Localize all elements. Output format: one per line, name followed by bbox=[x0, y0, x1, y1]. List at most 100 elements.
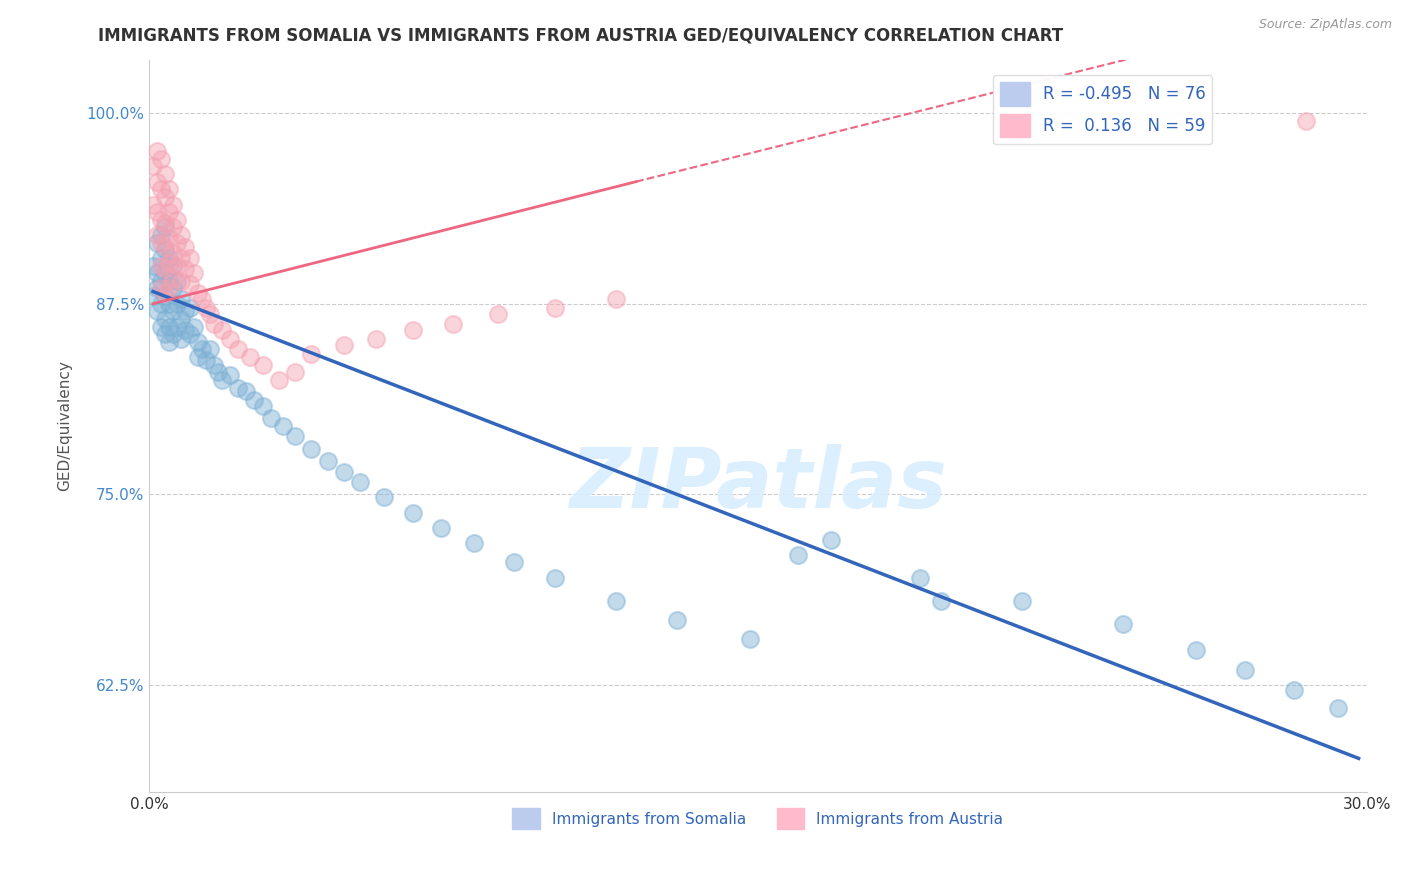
Point bbox=[162, 270, 184, 285]
Point bbox=[150, 212, 173, 227]
Point bbox=[1112, 617, 1135, 632]
Point bbox=[605, 292, 627, 306]
Point bbox=[162, 259, 184, 273]
Point bbox=[267, 373, 290, 387]
Point bbox=[146, 235, 169, 250]
Point bbox=[738, 632, 761, 647]
Point bbox=[150, 152, 173, 166]
Point bbox=[333, 338, 356, 352]
Point bbox=[179, 301, 201, 316]
Point bbox=[142, 259, 165, 273]
Point bbox=[486, 307, 509, 321]
Point bbox=[299, 347, 322, 361]
Point bbox=[284, 365, 307, 379]
Text: ZIPatlas: ZIPatlas bbox=[569, 444, 946, 524]
Point bbox=[299, 442, 322, 456]
Point bbox=[157, 251, 180, 265]
Point bbox=[150, 235, 173, 250]
Point bbox=[157, 319, 180, 334]
Point bbox=[235, 384, 257, 398]
Point bbox=[349, 475, 371, 490]
Point bbox=[243, 392, 266, 407]
Point bbox=[157, 296, 180, 310]
Point bbox=[198, 307, 221, 321]
Point bbox=[198, 343, 221, 357]
Point bbox=[153, 286, 176, 301]
Point bbox=[441, 317, 464, 331]
Point bbox=[162, 220, 184, 235]
Point bbox=[787, 549, 810, 563]
Point bbox=[1233, 663, 1256, 677]
Point bbox=[183, 266, 205, 280]
Y-axis label: GED/Equivalency: GED/Equivalency bbox=[58, 360, 72, 491]
Point bbox=[333, 465, 356, 479]
Point bbox=[211, 373, 233, 387]
Point bbox=[1327, 701, 1350, 715]
Point bbox=[150, 274, 173, 288]
Point bbox=[166, 235, 188, 250]
Point bbox=[174, 261, 197, 276]
Point bbox=[1185, 643, 1208, 657]
Point bbox=[430, 521, 453, 535]
Point bbox=[665, 613, 688, 627]
Point bbox=[174, 323, 197, 337]
Point bbox=[150, 319, 173, 334]
Point bbox=[605, 594, 627, 608]
Point bbox=[153, 261, 176, 276]
Text: Source: ZipAtlas.com: Source: ZipAtlas.com bbox=[1258, 18, 1392, 31]
Point bbox=[150, 259, 173, 273]
Point bbox=[142, 160, 165, 174]
Point bbox=[239, 350, 262, 364]
Point bbox=[146, 205, 169, 219]
Point bbox=[150, 296, 173, 310]
Point bbox=[162, 197, 184, 211]
Point bbox=[150, 281, 173, 295]
Point bbox=[252, 399, 274, 413]
Point bbox=[187, 334, 209, 349]
Point bbox=[170, 228, 193, 243]
Point bbox=[170, 332, 193, 346]
Point bbox=[202, 317, 225, 331]
Point bbox=[153, 312, 176, 326]
Point bbox=[929, 594, 952, 608]
Point bbox=[1282, 682, 1305, 697]
Point bbox=[146, 144, 169, 158]
Point bbox=[1011, 594, 1033, 608]
Point bbox=[166, 212, 188, 227]
Point bbox=[820, 533, 842, 548]
Point bbox=[366, 332, 388, 346]
Point bbox=[271, 418, 294, 433]
Point bbox=[194, 301, 217, 316]
Point bbox=[373, 491, 395, 505]
Point bbox=[187, 286, 209, 301]
Point bbox=[150, 228, 173, 243]
Point bbox=[544, 571, 567, 585]
Point bbox=[170, 312, 193, 326]
Point bbox=[503, 555, 526, 569]
Point bbox=[544, 301, 567, 316]
Point bbox=[166, 259, 188, 273]
Point bbox=[179, 251, 201, 265]
Point bbox=[157, 334, 180, 349]
Point bbox=[166, 274, 188, 288]
Point bbox=[219, 332, 242, 346]
Point bbox=[146, 228, 169, 243]
Point bbox=[183, 319, 205, 334]
Point bbox=[179, 327, 201, 342]
Point bbox=[174, 304, 197, 318]
Point bbox=[402, 323, 425, 337]
Point bbox=[146, 304, 169, 318]
Point bbox=[170, 292, 193, 306]
Point bbox=[150, 251, 173, 265]
Point bbox=[162, 327, 184, 342]
Point bbox=[157, 255, 180, 269]
Point bbox=[153, 327, 176, 342]
Point bbox=[150, 182, 173, 196]
Point bbox=[174, 240, 197, 254]
Point bbox=[162, 246, 184, 260]
Point bbox=[157, 231, 180, 245]
Point bbox=[166, 319, 188, 334]
Text: IMMIGRANTS FROM SOMALIA VS IMMIGRANTS FROM AUSTRIA GED/EQUIVALENCY CORRELATION C: IMMIGRANTS FROM SOMALIA VS IMMIGRANTS FR… bbox=[98, 27, 1063, 45]
Point bbox=[153, 244, 176, 258]
Point bbox=[157, 205, 180, 219]
